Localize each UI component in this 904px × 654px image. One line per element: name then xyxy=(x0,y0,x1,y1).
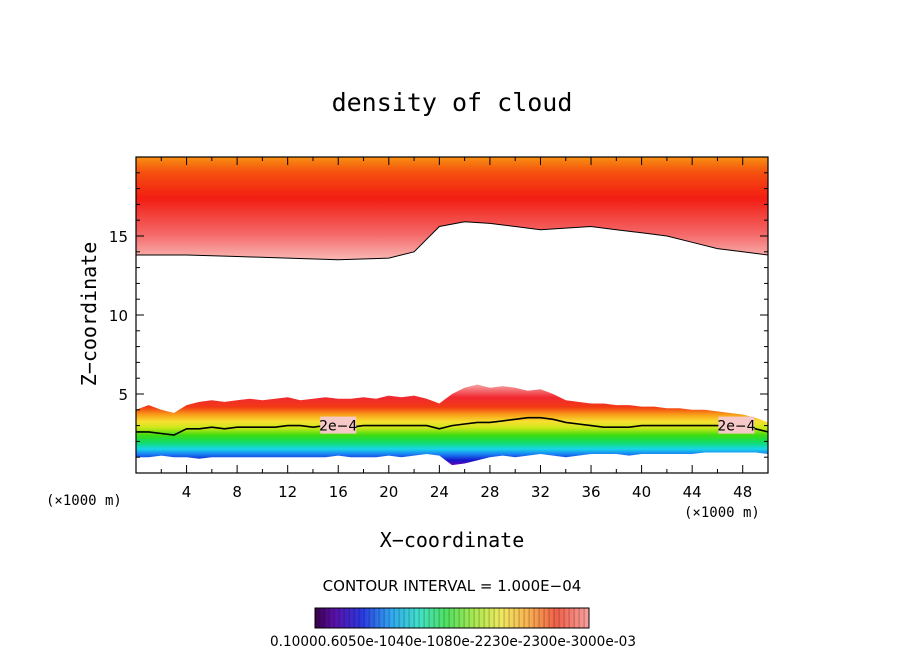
y-axis-label: Z−coordinate xyxy=(77,242,101,387)
upper-cloud-layer xyxy=(136,157,768,260)
x-tick-label: 40 xyxy=(632,483,651,501)
x-tick-label: 44 xyxy=(683,483,702,501)
x-tick-label: 36 xyxy=(581,483,600,501)
contour-label-bg xyxy=(320,416,357,434)
upper-cloud-boundary xyxy=(136,221,768,261)
contour-label: 2e−4 xyxy=(717,419,755,435)
x-unit-right: (×1000 m) xyxy=(684,505,760,521)
x-tick-label: 4 xyxy=(182,483,192,501)
y-tick-label: 10 xyxy=(109,307,128,325)
contour-interval: CONTOUR INTERVAL = 1.000E−04 xyxy=(323,577,582,595)
colorbar-tick-labels: 0.10000.6050e-1040e-1080e-2230e-2300e-30… xyxy=(270,634,636,650)
x-axis-label: X−coordinate xyxy=(380,528,525,552)
x-unit-left: (×1000 m) xyxy=(46,493,122,509)
x-tick-label: 28 xyxy=(480,483,499,501)
x-tick-label: 20 xyxy=(379,483,398,501)
contour-label-bg xyxy=(718,416,755,434)
x-tick-label: 8 xyxy=(232,483,242,501)
x-tick-label: 48 xyxy=(733,483,752,501)
x-tick-label: 32 xyxy=(531,483,550,501)
contour-line-2e-4 xyxy=(136,416,768,436)
chart-title: density of cloud xyxy=(332,88,573,117)
colorbar-bins xyxy=(314,607,590,629)
y-tick-label: 5 xyxy=(118,386,128,404)
x-tick-label: 12 xyxy=(278,483,297,501)
contour-label: 2e−4 xyxy=(319,419,357,435)
x-axis: 4 8 12 16 20 24 28 32 36 40 44 48 xyxy=(160,157,752,501)
y-tick-label: 15 xyxy=(109,228,128,246)
y-axis: 5 10 15 xyxy=(109,172,768,458)
x-tick-label: 16 xyxy=(329,483,348,501)
x-tick-label: 24 xyxy=(430,483,449,501)
plot-area xyxy=(136,157,768,466)
